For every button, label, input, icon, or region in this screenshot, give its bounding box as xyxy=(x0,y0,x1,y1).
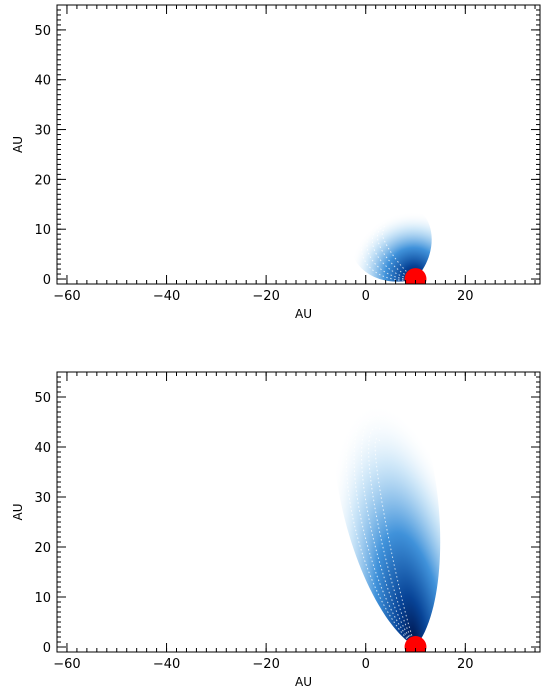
density-plume xyxy=(333,372,441,648)
x-tick-label: −60 xyxy=(53,657,80,672)
plot-area-1 xyxy=(351,203,491,284)
y-tick-label: 50 xyxy=(34,391,51,406)
chart-panel-2: −60 −40 −20 0 20 0 10 20 30 40 50 AU AU xyxy=(11,371,541,689)
streamline xyxy=(381,229,416,280)
x-tick-label: −20 xyxy=(252,657,279,672)
x-axis-title: AU xyxy=(295,307,312,321)
shadow-wedge xyxy=(415,615,491,647)
streamline xyxy=(371,221,416,280)
x-axis-title: AU xyxy=(295,675,312,689)
streamline xyxy=(377,225,416,280)
streamline xyxy=(366,217,416,280)
x-tick-label: 0 xyxy=(362,289,370,304)
streamline xyxy=(368,427,416,648)
y-tick-label: 30 xyxy=(34,491,51,506)
x-tick-label: −40 xyxy=(153,289,180,304)
plot-area-2 xyxy=(333,372,491,652)
streamline xyxy=(374,438,416,648)
plume-shape xyxy=(351,203,432,282)
y-tick-label: 10 xyxy=(34,591,51,606)
shadow-wedge xyxy=(415,247,491,280)
chart-panel-1: −60 −40 −20 0 20 0 10 20 30 40 50 AU AU xyxy=(11,4,541,321)
x-tick-label: −20 xyxy=(252,289,279,304)
y-tick-label: 40 xyxy=(34,74,51,89)
plot-frame xyxy=(56,4,541,285)
y-tick-label: 50 xyxy=(34,24,51,39)
y-axis-title: AU xyxy=(11,136,25,153)
x-tick-label: 0 xyxy=(362,657,370,672)
star-marker xyxy=(404,268,427,284)
plot-frame xyxy=(56,371,541,653)
y-tick-label: 20 xyxy=(34,173,51,188)
x-tick-label: −60 xyxy=(53,289,80,304)
y-tick-label: 20 xyxy=(34,541,51,556)
x-tick-label: −40 xyxy=(153,657,180,672)
y-tick-label: 30 xyxy=(34,124,51,139)
x-tick-label: 20 xyxy=(457,289,474,304)
density-plume xyxy=(351,203,432,282)
plume-shape xyxy=(333,372,441,647)
y-tick-label: 40 xyxy=(34,441,51,456)
star-marker xyxy=(404,636,427,652)
y-tick-label: 0 xyxy=(43,273,51,288)
y-axis-title: AU xyxy=(11,504,25,521)
y-tick-label: 10 xyxy=(34,223,51,238)
x-tick-label: 20 xyxy=(457,657,474,672)
y-tick-label: 0 xyxy=(43,641,51,656)
